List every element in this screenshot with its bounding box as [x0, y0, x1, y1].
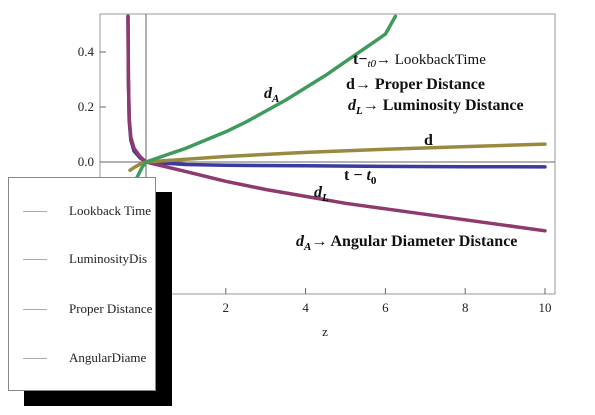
legend-swatch	[23, 210, 47, 212]
legend-swatch	[23, 308, 47, 310]
legend-entry-proper: Proper Distance	[23, 301, 152, 317]
legend-entry-angular: AngularDiame	[23, 350, 146, 366]
annotation-luminosity: dL→ Luminosity Distance	[348, 97, 524, 117]
x-tick-label: 8	[462, 300, 469, 315]
curves	[126, 14, 547, 233]
legend-entry-luminosity: LuminosityDis	[23, 251, 147, 267]
annotation-proper: d→ Proper Distance	[346, 76, 485, 93]
curve-label-dA: dA	[264, 85, 279, 105]
curve-label-d: d	[424, 132, 433, 149]
series-line-angular-diameter-distance	[135, 14, 398, 179]
legend-entry-lookback: Lookback Time	[23, 203, 151, 219]
annotation-angular: dA→ Angular Diameter Distance	[296, 233, 517, 253]
x-axis-label: z	[322, 324, 328, 339]
x-tick-label: 2	[223, 300, 230, 315]
annotation-lookback: t−t0→ LookbackTime	[353, 51, 486, 70]
legend-swatch	[23, 357, 47, 359]
y-tick-label: 0.2	[78, 99, 94, 114]
curve-label-dL: dL	[314, 184, 329, 204]
y-ticks: 0.4 0.2 0.0	[78, 44, 106, 169]
x-tick-label: 4	[302, 300, 309, 315]
x-tick-label: 10	[539, 300, 552, 315]
curve-label-t: t − t0	[344, 167, 377, 187]
series-line-luminosity-distance	[126, 14, 547, 233]
legend: Lookback Time LuminosityDis Proper Dista…	[8, 177, 156, 391]
frame	[99, 13, 556, 295]
legend-swatch	[23, 258, 47, 260]
y-tick-label: 0.0	[78, 154, 94, 169]
series-line-proper-distance	[128, 142, 547, 173]
x-tick-label: 6	[382, 300, 389, 315]
y-tick-label: 0.4	[78, 44, 95, 59]
x-ticks: 2 4 6 8 10	[223, 288, 552, 315]
